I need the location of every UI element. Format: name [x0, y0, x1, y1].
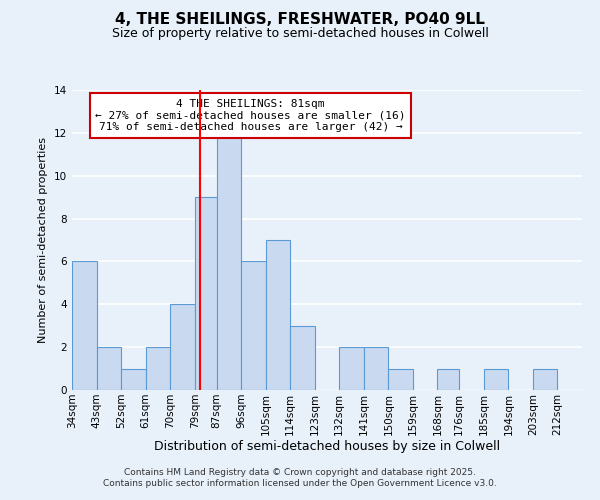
Text: 4 THE SHEILINGS: 81sqm
← 27% of semi-detached houses are smaller (16)
71% of sem: 4 THE SHEILINGS: 81sqm ← 27% of semi-det… [95, 99, 406, 132]
Bar [217, 133, 241, 390]
X-axis label: Distribution of semi-detached houses by size in Colwell: Distribution of semi-detached houses by … [154, 440, 500, 454]
Bar [533, 368, 557, 390]
Bar [72, 262, 97, 390]
Bar [146, 347, 170, 390]
Bar [290, 326, 315, 390]
Text: 4, THE SHEILINGS, FRESHWATER, PO40 9LL: 4, THE SHEILINGS, FRESHWATER, PO40 9LL [115, 12, 485, 28]
Bar [241, 262, 266, 390]
Bar [437, 368, 459, 390]
Bar [364, 347, 388, 390]
Bar [484, 368, 508, 390]
Bar [195, 197, 217, 390]
Bar [170, 304, 195, 390]
Text: Size of property relative to semi-detached houses in Colwell: Size of property relative to semi-detach… [112, 28, 488, 40]
Bar [121, 368, 146, 390]
Bar [339, 347, 364, 390]
Bar [388, 368, 413, 390]
Y-axis label: Number of semi-detached properties: Number of semi-detached properties [38, 137, 49, 343]
Bar [97, 347, 121, 390]
Bar [266, 240, 290, 390]
Text: Contains HM Land Registry data © Crown copyright and database right 2025.
Contai: Contains HM Land Registry data © Crown c… [103, 468, 497, 487]
